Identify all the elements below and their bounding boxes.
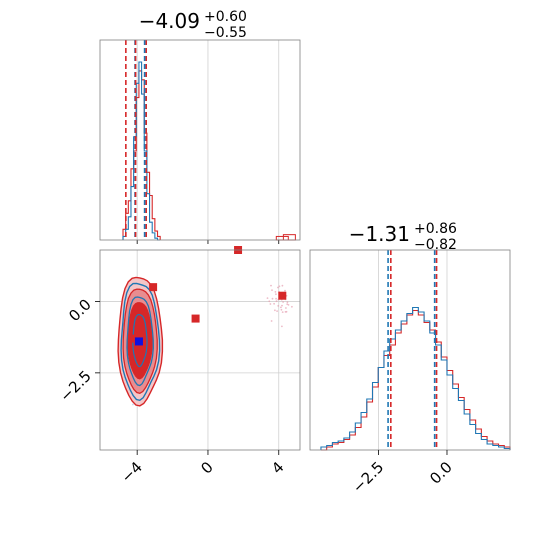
joint-sample-point bbox=[275, 297, 277, 300]
joint-sample-point bbox=[276, 310, 278, 312]
joint-sample-point bbox=[282, 301, 284, 303]
joint-sample-point bbox=[286, 303, 289, 305]
param2-xtick-label-0: −2.5 bbox=[349, 458, 387, 496]
joint-red-marker-4 bbox=[127, 334, 136, 343]
param1-title-minus: −0.55 bbox=[204, 25, 247, 41]
joint-sample-point bbox=[270, 284, 272, 287]
param2-title-value: −1.31 bbox=[349, 222, 410, 246]
joint-sample-point bbox=[268, 300, 271, 303]
joint-sample-point bbox=[281, 304, 283, 307]
joint-red-marker-0 bbox=[149, 283, 158, 292]
param2-xtick-label-1: 0.0 bbox=[426, 458, 456, 488]
joint-sample-point bbox=[280, 308, 283, 311]
joint-sample-point bbox=[291, 305, 293, 308]
joint-sample-point bbox=[271, 297, 274, 300]
param2-title-plus: +0.86 bbox=[414, 221, 457, 237]
param1-blue-histogram bbox=[122, 61, 161, 241]
joint-red-marker-1 bbox=[191, 314, 200, 323]
param2-panel-frame bbox=[309, 249, 511, 451]
joint-ytick-label-1: −2.5 bbox=[56, 367, 94, 405]
param1-panel-frame bbox=[99, 39, 301, 241]
joint-sample-point bbox=[281, 311, 284, 313]
joint-xtick-label-1: 0 bbox=[197, 458, 216, 477]
joint-sample-point bbox=[271, 289, 273, 291]
joint-sample-point bbox=[274, 309, 276, 312]
param2-panel-background bbox=[310, 250, 510, 450]
joint-panel-frame bbox=[99, 249, 301, 451]
param2-histogram-panel: −2.5 0.0 −1.31 +0.86 −0.82 bbox=[309, 221, 511, 497]
joint-sample-point bbox=[277, 305, 280, 307]
joint-sample-point bbox=[266, 297, 269, 299]
param1-histogram-panel: −4.09 +0.60 −0.55 bbox=[99, 9, 301, 244]
joint-sample-point bbox=[277, 286, 279, 289]
joint-sample-point bbox=[273, 302, 275, 305]
joint-density-panel: −4 0 4 0.0 −2.5 bbox=[56, 246, 301, 486]
param1-title-plus: +0.60 bbox=[204, 9, 247, 25]
joint-sample-point bbox=[275, 300, 278, 303]
joint-sample-point bbox=[286, 301, 289, 304]
joint-xtick-label-0: −4 bbox=[118, 458, 146, 486]
joint-sample-point bbox=[281, 284, 284, 287]
joint-sample-point bbox=[269, 303, 272, 305]
joint-sample-point bbox=[287, 304, 290, 306]
joint-sample-point bbox=[132, 403, 134, 406]
param1-title-value: −4.09 bbox=[139, 9, 200, 33]
joint-red-marker-2 bbox=[278, 291, 287, 300]
joint-sample-point bbox=[275, 293, 277, 296]
param2-blue-histogram bbox=[320, 306, 511, 450]
joint-sample-point bbox=[270, 320, 273, 322]
joint-blue-contour-mid bbox=[126, 296, 154, 387]
joint-sample-point bbox=[274, 291, 277, 293]
joint-sample-point bbox=[278, 285, 281, 288]
joint-sample-point bbox=[284, 289, 286, 292]
param1-panel-background bbox=[100, 40, 300, 240]
joint-xtick-label-2: 4 bbox=[268, 458, 287, 477]
param2-title-minus: −0.82 bbox=[414, 237, 457, 253]
joint-sample-point bbox=[281, 325, 283, 328]
joint-sample-point bbox=[280, 306, 282, 309]
joint-sample-point bbox=[285, 307, 287, 309]
joint-blue-marker bbox=[134, 337, 143, 346]
joint-ytick-label-0: 0.0 bbox=[65, 296, 95, 326]
joint-sample-point bbox=[284, 311, 287, 313]
